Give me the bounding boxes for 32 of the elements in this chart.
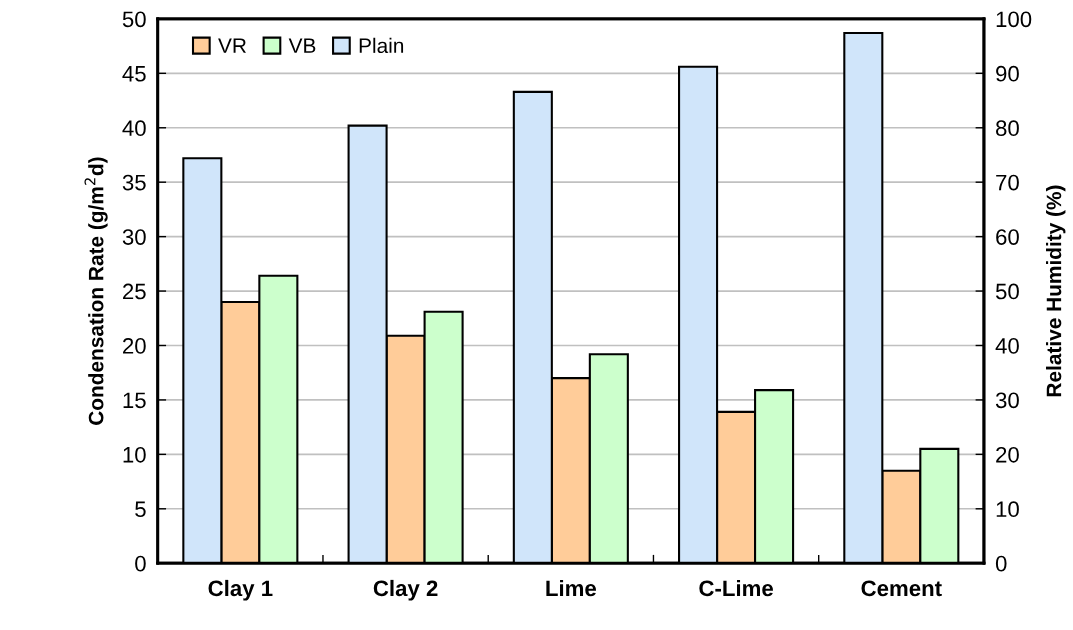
y2-tick-label: 100 — [996, 11, 1032, 28]
y-tick-label: 15 — [123, 392, 146, 409]
x-tick-label: Lime — [546, 579, 597, 597]
legend-label: Plain — [359, 37, 404, 54]
y2-tick-label: 60 — [996, 229, 1019, 245]
y-tick-label: 35 — [122, 174, 146, 191]
y2-tick-label: 20 — [996, 446, 1019, 463]
y2-tick-label: 80 — [996, 120, 1019, 137]
y-tick-label: 45 — [122, 66, 146, 82]
x-tick-label: Clay 1 — [208, 579, 273, 601]
y-tick-label: 50 — [122, 11, 146, 28]
y2-tick-label: 50 — [995, 283, 1019, 300]
y-tick-label: 25 — [123, 283, 146, 300]
x-tick-label: Clay 2 — [373, 579, 438, 601]
legend-label: VB — [288, 38, 316, 53]
x-tick-label: Cement — [861, 580, 942, 597]
y-tick-label: 10 — [123, 446, 146, 463]
y-tick-label: 0 — [135, 555, 146, 572]
x-tick-label: C-Lime — [699, 579, 773, 597]
y2-tick-label: 40 — [995, 338, 1019, 354]
y2-tick-label: 0 — [995, 555, 1007, 572]
y-axis-title: Condensation Rate (g/m$^{2}$d) — [84, 157, 108, 425]
y-tick-label: 20 — [123, 338, 146, 354]
y2-tick-label: 90 — [996, 65, 1019, 82]
y2-axis-title: Relative Humidity (%) — [1046, 185, 1066, 397]
y2-tick-label: 10 — [996, 501, 1019, 518]
y-tick-label: 30 — [122, 229, 146, 245]
y-tick-label: 5 — [135, 501, 146, 518]
y2-tick-label: 70 — [996, 174, 1019, 191]
legend-label: VR — [218, 38, 246, 53]
y2-tick-label: 30 — [995, 392, 1019, 409]
y-tick-label: 40 — [122, 120, 146, 137]
